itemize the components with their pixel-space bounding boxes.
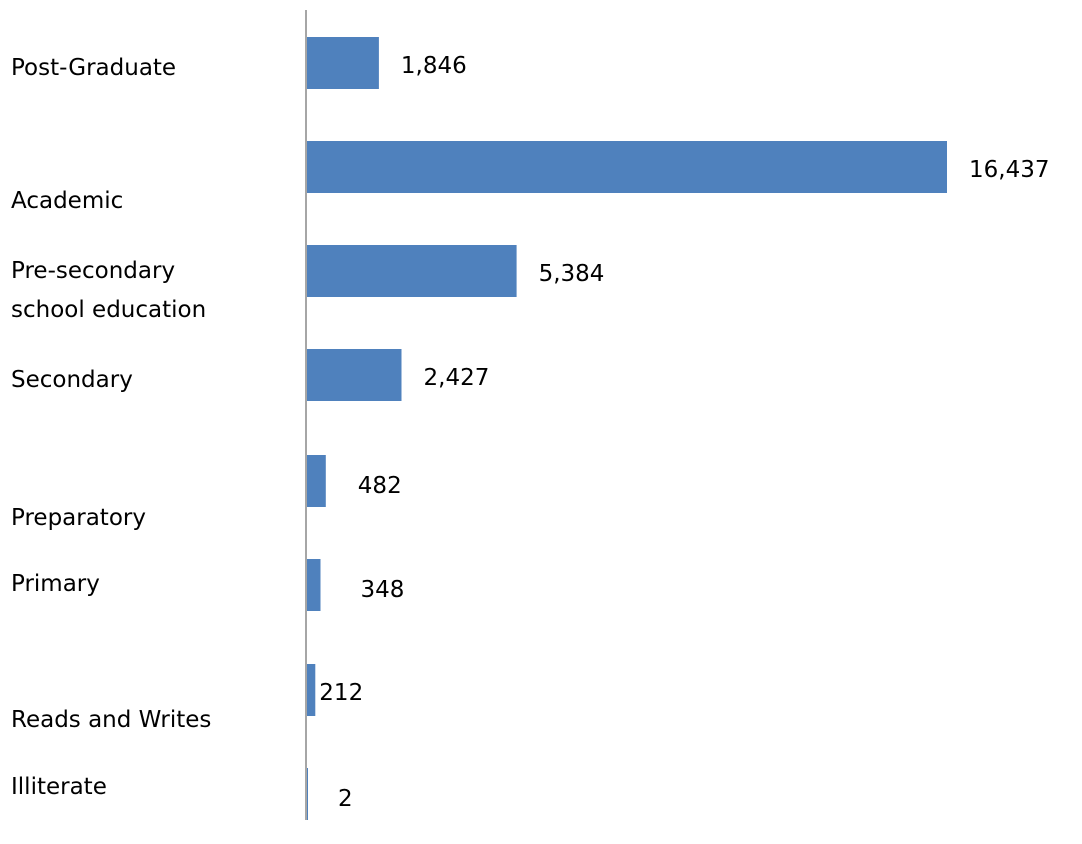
value-label: 2 bbox=[338, 786, 353, 812]
category-labels: Post-Graduate Academic Pre-secondary school… bbox=[11, 55, 211, 800]
bar bbox=[307, 37, 379, 89]
category-label: Post-Graduate bbox=[11, 55, 176, 81]
category-label: Reads and Writes bbox=[11, 707, 211, 733]
category-label: Academic bbox=[11, 188, 123, 214]
bar bbox=[307, 245, 517, 297]
value-label: 16,437 bbox=[969, 157, 1049, 183]
value-label: 1,846 bbox=[401, 53, 467, 79]
category-label: Secondary bbox=[11, 367, 133, 393]
bar bbox=[307, 768, 308, 820]
value-label: 2,427 bbox=[424, 365, 490, 391]
value-label: 482 bbox=[358, 473, 402, 499]
bar bbox=[307, 141, 947, 193]
value-label: 5,384 bbox=[539, 261, 605, 287]
category-label: school education bbox=[11, 297, 206, 323]
bar bbox=[307, 664, 316, 716]
value-labels: 1,846 16,437 5,384 2,427 482 348 212 2 bbox=[319, 53, 1049, 812]
category-label: Preparatory bbox=[11, 505, 146, 531]
value-label: 212 bbox=[319, 680, 363, 706]
bar bbox=[307, 349, 402, 401]
bars bbox=[307, 37, 947, 820]
category-label: Primary bbox=[11, 571, 100, 597]
category-label: Pre-secondary bbox=[11, 258, 175, 284]
category-label: Illiterate bbox=[11, 774, 107, 800]
bar bbox=[307, 559, 321, 611]
bar bbox=[307, 455, 326, 507]
value-label: 348 bbox=[361, 577, 405, 603]
